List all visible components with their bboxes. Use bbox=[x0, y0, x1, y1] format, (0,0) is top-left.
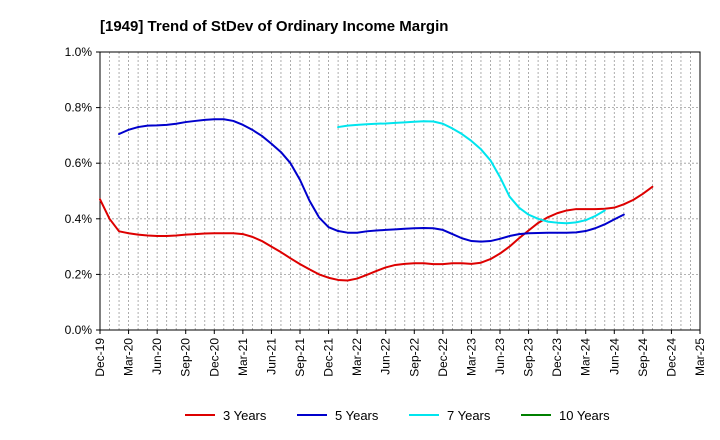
x-tick-label: Mar-24 bbox=[579, 338, 593, 376]
x-tick-label: Dec-19 bbox=[93, 338, 107, 377]
legend: 3 Years 5 Years 7 Years 10 Years bbox=[185, 408, 610, 423]
x-tick-label: Jun-24 bbox=[607, 338, 621, 375]
y-tick-label: 0.8% bbox=[65, 101, 93, 115]
y-axis: 0.0% 0.2% 0.4% 0.6% 0.8% 1.0% bbox=[65, 45, 100, 337]
plot-area bbox=[99, 51, 701, 331]
legend-label: 5 Years bbox=[335, 408, 379, 423]
x-tick-label: Sep-22 bbox=[407, 338, 421, 377]
series-line-7-years bbox=[337, 120, 606, 225]
x-tick-label: Mar-23 bbox=[464, 338, 478, 376]
x-tick-label: Mar-21 bbox=[236, 338, 250, 376]
legend-label: 3 Years bbox=[223, 408, 267, 423]
x-tick-label: Sep-24 bbox=[636, 338, 650, 377]
x-tick-label: Sep-23 bbox=[522, 338, 536, 377]
x-tick-label: Mar-22 bbox=[350, 338, 364, 376]
series-line-3-years bbox=[99, 185, 654, 282]
y-tick-label: 0.4% bbox=[65, 212, 93, 226]
x-axis: Dec-19 Mar-20 Jun-20 Sep-20 Dec-20 Mar-21 Jun-… bbox=[93, 330, 707, 377]
x-tick-label: Dec-24 bbox=[664, 338, 678, 377]
chart-title: [1949] Trend of StDev of Ordinary Income… bbox=[100, 18, 448, 35]
x-tick-label: Sep-21 bbox=[293, 338, 307, 377]
x-tick-label: Jun-20 bbox=[150, 338, 164, 375]
y-tick-label: 0.0% bbox=[65, 323, 93, 337]
x-tick-label: Dec-22 bbox=[436, 338, 450, 377]
x-tick-label: Sep-20 bbox=[179, 338, 193, 377]
x-tick-label: Jun-21 bbox=[264, 338, 278, 375]
grid-lines bbox=[100, 52, 700, 330]
x-tick-label: Mar-20 bbox=[122, 338, 136, 376]
legend-label: 10 Years bbox=[559, 408, 610, 423]
x-tick-label: Mar-25 bbox=[693, 338, 707, 376]
y-tick-label: 0.6% bbox=[65, 156, 93, 170]
series-line-5-years bbox=[118, 118, 625, 243]
x-tick-label: Dec-21 bbox=[322, 338, 336, 377]
x-tick-label: Dec-23 bbox=[550, 338, 564, 377]
legend-label: 7 Years bbox=[447, 408, 491, 423]
x-tick-label: Jun-23 bbox=[493, 338, 507, 375]
x-tick-label: Jun-22 bbox=[379, 338, 393, 375]
x-tick-label: Dec-20 bbox=[207, 338, 221, 377]
series-lines bbox=[99, 118, 654, 282]
y-tick-label: 0.2% bbox=[65, 267, 93, 281]
y-tick-label: 1.0% bbox=[65, 45, 93, 59]
